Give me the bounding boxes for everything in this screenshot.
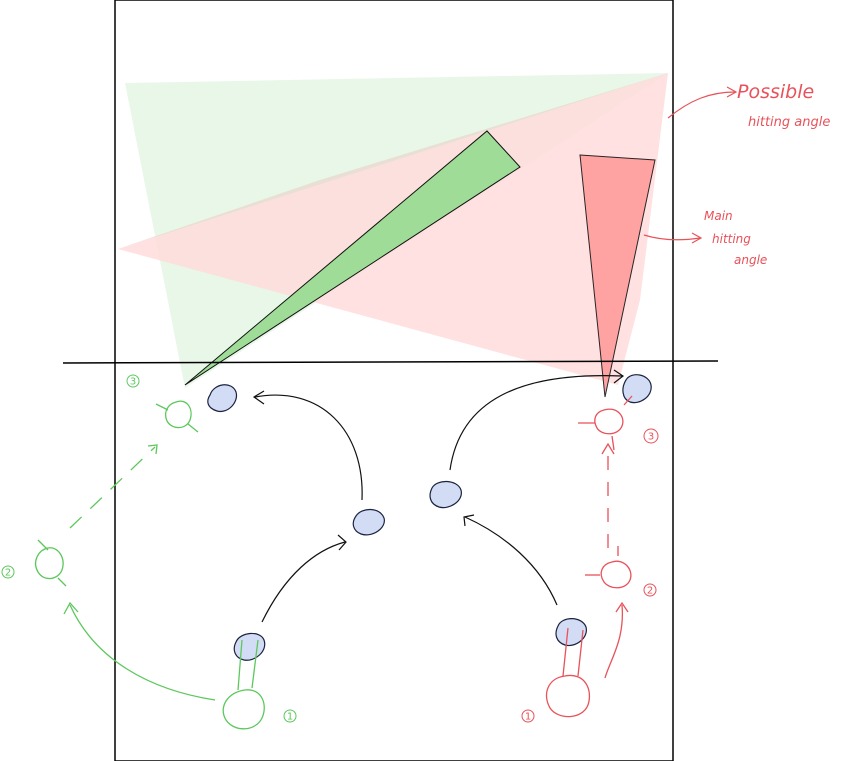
red-player-path xyxy=(545,395,633,718)
balls xyxy=(207,374,652,661)
possible-angle-label-line2: hitting angle xyxy=(748,115,830,130)
ball-left-attack xyxy=(207,384,238,413)
green-player-path xyxy=(34,400,265,730)
red-player-tick-3c xyxy=(623,395,633,406)
green-step-markers: 1 2 3 xyxy=(1,374,297,723)
ball-right-attack xyxy=(622,374,652,404)
green-movement-arrowhead-2-icon xyxy=(147,444,158,455)
main-angle-label-line3: angle xyxy=(734,253,767,267)
ball-right-set xyxy=(429,480,462,509)
red-step-3: 3 xyxy=(648,432,654,443)
left-set-arrowhead-icon xyxy=(252,390,265,405)
green-step-2-circle xyxy=(1,565,15,579)
green-player-tick-2b xyxy=(57,577,67,587)
red-main-hitting-angle xyxy=(579,154,656,398)
green-step-1: 1 xyxy=(287,712,293,723)
ball-left-set xyxy=(352,508,385,536)
overlap-hitting-zone xyxy=(118,73,668,249)
red-step-1: 1 xyxy=(525,712,531,723)
green-player-position-3 xyxy=(164,400,192,429)
red-step-1-circle xyxy=(521,709,535,723)
red-step-2: 2 xyxy=(647,586,653,597)
green-step-3-circle xyxy=(126,374,140,388)
red-player-tick-3b xyxy=(611,435,615,451)
net-line xyxy=(62,360,719,364)
green-player-tick-3a xyxy=(155,403,169,411)
right-pass-arrowhead-icon xyxy=(463,514,475,527)
ball-trajectories xyxy=(252,369,625,623)
right-pass-arrow xyxy=(464,516,558,606)
left-pass-arrow xyxy=(261,541,346,623)
main-angle-label-line2: hitting xyxy=(712,232,751,246)
red-step-2-circle xyxy=(643,583,657,597)
green-player-position-2 xyxy=(34,547,64,580)
court xyxy=(62,0,719,761)
red-movement-arrowhead-2-icon xyxy=(601,442,615,455)
red-step-markers: 1 2 3 xyxy=(521,428,659,723)
green-player-position-1 xyxy=(222,689,265,730)
ball-left-pass xyxy=(233,632,266,661)
green-player-arm-left xyxy=(237,639,243,691)
main-angle-pointer xyxy=(643,234,701,241)
possible-angle-label-line1: Possible xyxy=(737,81,814,103)
green-main-hitting-angle xyxy=(184,130,521,386)
hitting-zones xyxy=(118,73,668,398)
green-step-3: 3 xyxy=(130,377,136,388)
left-pass-arrowhead-icon xyxy=(337,534,347,551)
possible-angle-pointer-head-icon xyxy=(726,86,738,98)
red-player-arm-left xyxy=(562,627,569,677)
green-player-tick-2a xyxy=(37,539,49,551)
right-set-arrow xyxy=(449,375,623,471)
green-player-arm-right xyxy=(251,639,259,689)
possible-angle-pointer xyxy=(667,91,736,119)
annotations: Possible hitting angle Main hitting angl… xyxy=(643,81,830,267)
court-boundary xyxy=(114,0,674,761)
green-movement-arrowhead-1-icon xyxy=(63,601,79,615)
ball-right-pass xyxy=(555,618,587,647)
red-movement-arrow-1 xyxy=(604,604,624,679)
green-step-2: 2 xyxy=(5,568,11,579)
right-set-arrowhead-icon xyxy=(613,369,625,384)
green-step-1-circle xyxy=(283,709,297,723)
main-angle-label-line1: Main xyxy=(704,209,733,223)
green-movement-arrow-1 xyxy=(69,604,216,701)
red-player-arm-right xyxy=(577,629,584,677)
red-step-3-circle xyxy=(643,428,659,444)
green-movement-arrow-2 xyxy=(69,446,156,529)
main-angle-pointer-head-icon xyxy=(691,232,703,244)
red-player-position-3 xyxy=(594,408,624,435)
red-movement-arrowhead-1-icon xyxy=(615,601,629,613)
left-set-arrow xyxy=(254,394,363,501)
green-player-tick-3b xyxy=(187,423,199,433)
red-player-position-2 xyxy=(600,560,632,589)
red-player-position-1 xyxy=(545,674,590,718)
